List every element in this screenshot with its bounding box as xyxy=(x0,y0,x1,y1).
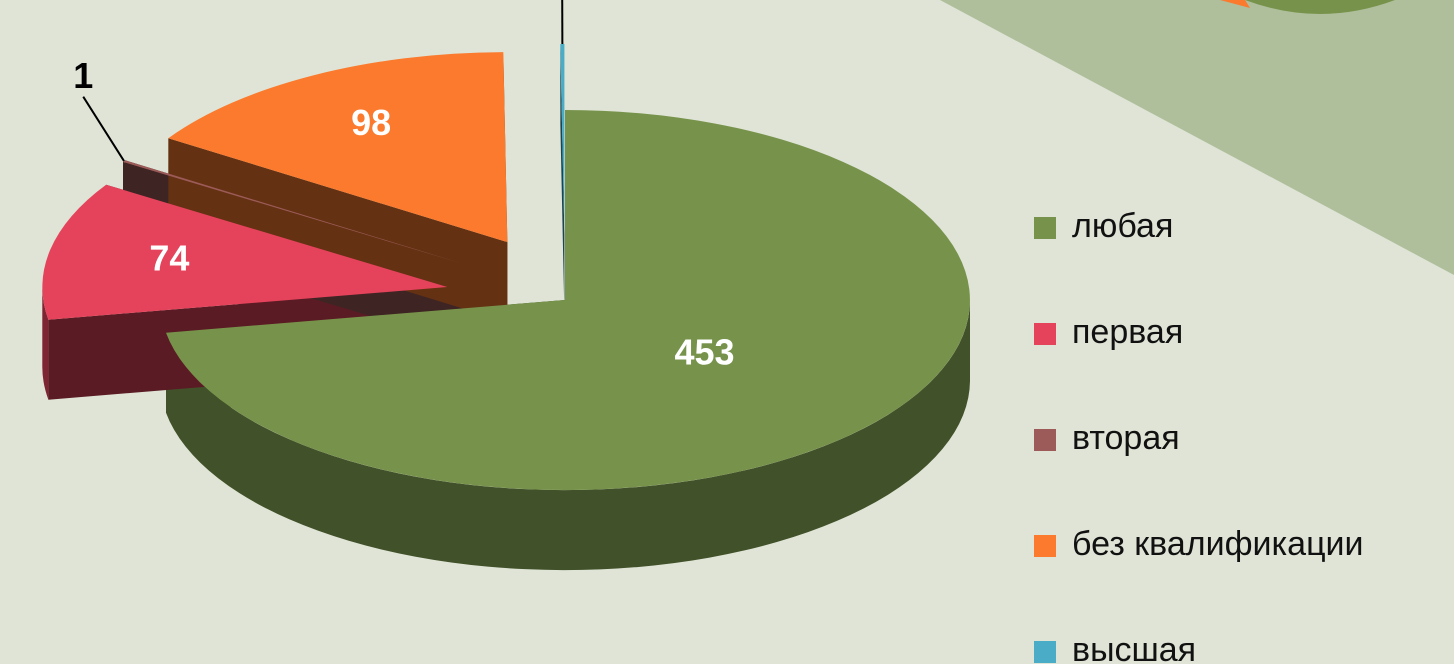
slice xyxy=(560,43,565,235)
legend-swatch xyxy=(1034,217,1056,239)
decor-band xyxy=(940,0,1454,275)
legend-swatch xyxy=(1034,535,1056,557)
legend-swatch xyxy=(1034,323,1056,345)
legend-swatch xyxy=(1034,641,1056,663)
pie: 453741981 xyxy=(42,0,971,571)
slice-side xyxy=(166,300,971,571)
legend-label: высшая xyxy=(1072,631,1196,664)
slice xyxy=(123,160,465,265)
data-label: 74 xyxy=(149,237,189,278)
slice xyxy=(166,110,970,490)
slice-face xyxy=(560,44,565,315)
slice xyxy=(168,52,508,243)
legend-swatch xyxy=(1034,429,1056,451)
legend: любая первая вторая без квалификации высшая xyxy=(1034,207,1364,664)
slice-side xyxy=(42,287,49,400)
data-label: 1 xyxy=(73,55,93,96)
legend-label: любая xyxy=(1072,207,1173,245)
decor-green xyxy=(1245,0,1395,14)
leader-line xyxy=(82,96,125,162)
decor-orange xyxy=(1220,0,1250,8)
slice-face xyxy=(168,138,508,323)
data-label: 98 xyxy=(351,102,391,143)
legend-label: первая xyxy=(1072,313,1183,351)
legend-label: вторая xyxy=(1072,419,1180,457)
data-label: 453 xyxy=(674,332,734,373)
slice xyxy=(42,184,448,320)
legend-label: без квалификации xyxy=(1072,525,1364,563)
